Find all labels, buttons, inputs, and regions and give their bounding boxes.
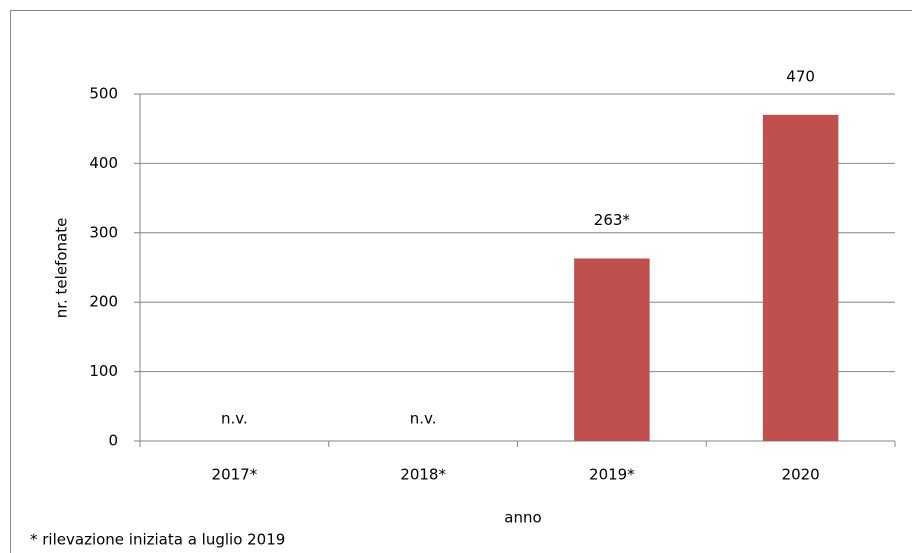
bar — [762, 114, 839, 441]
y-tick-label: 100 — [89, 362, 118, 380]
bar — [574, 258, 650, 441]
y-axis-label: nr. telefonate — [53, 218, 71, 319]
x-tick-label: 2018* — [400, 466, 446, 484]
data-label: 263* — [594, 211, 631, 229]
y-tick-label: 200 — [89, 293, 118, 311]
data-label: 470 — [786, 67, 815, 85]
y-tick-label: 400 — [89, 154, 118, 172]
data-label: n.v. — [221, 410, 248, 428]
footnote: * rilevazione iniziata a luglio 2019 — [30, 531, 285, 549]
data-label: n.v. — [410, 410, 437, 428]
chart-frame — [10, 10, 912, 553]
y-tick-label: 500 — [89, 85, 118, 103]
y-tick-label: 0 — [108, 432, 118, 450]
x-tick-label: 2019* — [589, 466, 635, 484]
y-tick-label: 300 — [89, 223, 118, 241]
x-tick-label: 2020 — [782, 466, 820, 484]
x-axis-label: anno — [504, 509, 541, 527]
x-tick-label: 2017* — [212, 466, 258, 484]
